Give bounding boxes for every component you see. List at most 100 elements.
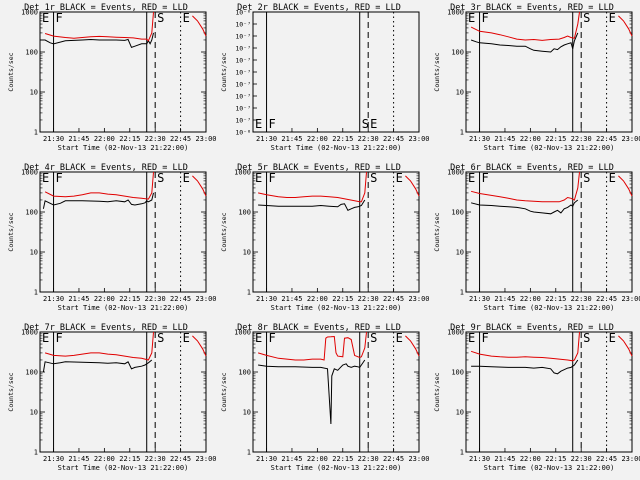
chart-title: Det 5r BLACK = Events, RED = LLD (237, 163, 401, 173)
marker-label: E (468, 11, 475, 25)
chart-title: Det 3r BLACK = Events, RED = LLD (450, 3, 614, 13)
x-tick-label: 21:30 (256, 135, 277, 143)
x-tick-label: 22:45 (170, 295, 191, 303)
x-tick-label: 22:30 (145, 295, 166, 303)
x-tick-label: 22:30 (571, 295, 592, 303)
plot-frame (465, 171, 633, 293)
x-tick-label: 21:45 (281, 455, 302, 463)
x-tick-label: 22:30 (145, 455, 166, 463)
lld-tail-line (192, 15, 207, 37)
marker-label: E (42, 11, 49, 25)
x-tick-label: 21:45 (494, 295, 515, 303)
x-tick-label: 23:00 (408, 295, 429, 303)
x-tick-label: 22:15 (545, 295, 566, 303)
y-tick-label: 10 (243, 409, 251, 417)
y-tick-label: 1000 (447, 329, 464, 337)
marker-label: S (583, 331, 590, 345)
y-tick-label: 100 (25, 369, 38, 377)
y-axis-label: Counts/sec (220, 372, 228, 411)
x-tick-label: 21:45 (281, 135, 302, 143)
y-axis-label: Counts/sec (7, 212, 15, 251)
y-tick-label: 1000 (234, 169, 251, 177)
x-tick-label: 22:15 (119, 295, 140, 303)
y-tick-label: 100 (25, 209, 38, 217)
y-tick-label: 1000 (21, 169, 38, 177)
marker-label: E (255, 117, 262, 131)
x-tick-label: 21:30 (469, 295, 490, 303)
x-tick-label: 22:00 (307, 455, 328, 463)
x-axis-label: Start Time (02-Nov-13 21:22:00) (484, 304, 615, 312)
y-tick-label: 100 (238, 209, 251, 217)
y-axis-label: Counts/sec (220, 212, 228, 251)
plot-frame (39, 331, 207, 453)
lld-tail-line (618, 175, 633, 197)
y-tick-label: 10 (456, 409, 464, 417)
marker-label: E (42, 171, 49, 185)
marker-label: E (255, 331, 262, 345)
y-tick-label: 10⁻⁷ (235, 81, 251, 89)
marker-label: E (183, 331, 190, 345)
marker-label: S (157, 331, 164, 345)
x-axis-label: Start Time (02-Nov-13 21:22:00) (58, 144, 189, 152)
y-tick-label: 10 (456, 89, 464, 97)
y-tick-label: 10⁻⁶ (235, 9, 251, 17)
x-tick-label: 22:45 (170, 135, 191, 143)
y-tick-label: 10⁻⁸ (235, 129, 251, 137)
marker-label: E (468, 331, 475, 345)
x-tick-label: 22:15 (332, 295, 353, 303)
chart-title: Det 7r BLACK = Events, RED = LLD (24, 323, 188, 333)
lld-tail-line (405, 335, 420, 357)
x-tick-label: 23:00 (195, 455, 216, 463)
x-tick-label: 23:00 (621, 135, 640, 143)
y-tick-label: 10 (243, 249, 251, 257)
y-tick-label: 10 (456, 249, 464, 257)
x-axis-label: Start Time (02-Nov-13 21:22:00) (58, 304, 189, 312)
y-tick-label: 10⁻⁷ (235, 93, 251, 101)
marker-label: S (370, 331, 377, 345)
y-tick-label: 100 (451, 209, 464, 217)
x-tick-label: 23:00 (408, 455, 429, 463)
plot-frame (465, 11, 633, 133)
y-axis-label: Counts/sec (7, 372, 15, 411)
x-axis-label: Start Time (02-Nov-13 21:22:00) (271, 464, 402, 472)
x-tick-label: 22:00 (94, 135, 115, 143)
y-tick-label: 1 (460, 449, 464, 457)
y-tick-label: 10⁻⁷ (235, 33, 251, 41)
x-tick-label: 22:15 (545, 455, 566, 463)
y-tick-label: 1 (34, 289, 38, 297)
chart-title: Det 2r BLACK = Events, RED = LLD (237, 3, 401, 13)
x-tick-label: 22:15 (332, 455, 353, 463)
marker-label: E (370, 117, 377, 131)
x-tick-label: 23:00 (408, 135, 429, 143)
panel-det-5r: Det 5r BLACK = Events, RED = LLD Counts/s… (220, 163, 430, 312)
lld-series-line (470, 11, 580, 41)
x-tick-label: 22:00 (520, 455, 541, 463)
y-axis-label: Counts/sec (433, 52, 441, 91)
y-tick-label: 100 (451, 369, 464, 377)
marker-label: F (482, 331, 489, 345)
marker-label: E (396, 171, 403, 185)
x-tick-label: 22:00 (307, 135, 328, 143)
x-tick-label: 21:30 (256, 295, 277, 303)
x-tick-label: 22:15 (119, 455, 140, 463)
panel-det-9r: Det 9r BLACK = Events, RED = LLD Counts/s… (433, 323, 640, 472)
x-tick-label: 22:45 (170, 455, 191, 463)
x-axis-label: Start Time (02-Nov-13 21:22:00) (271, 144, 402, 152)
x-tick-label: 22:45 (596, 135, 617, 143)
marker-label: F (56, 331, 63, 345)
y-tick-label: 100 (25, 49, 38, 57)
panel-det-8r: Det 8r BLACK = Events, RED = LLD Counts/s… (220, 323, 430, 472)
lld-series-line (44, 11, 154, 42)
y-tick-label: 10⁻⁷ (235, 117, 251, 125)
lld-series-line (470, 171, 580, 203)
marker-label: S (157, 171, 164, 185)
x-tick-label: 23:00 (195, 295, 216, 303)
marker-label: E (255, 171, 262, 185)
y-tick-label: 1000 (447, 169, 464, 177)
chart-title: Det 4r BLACK = Events, RED = LLD (24, 163, 188, 173)
lld-series-line (44, 331, 154, 361)
panel-det-3r: Det 3r BLACK = Events, RED = LLD Counts/s… (433, 3, 640, 152)
x-tick-label: 22:15 (545, 135, 566, 143)
y-tick-label: 10 (30, 89, 38, 97)
y-tick-label: 1 (247, 449, 251, 457)
